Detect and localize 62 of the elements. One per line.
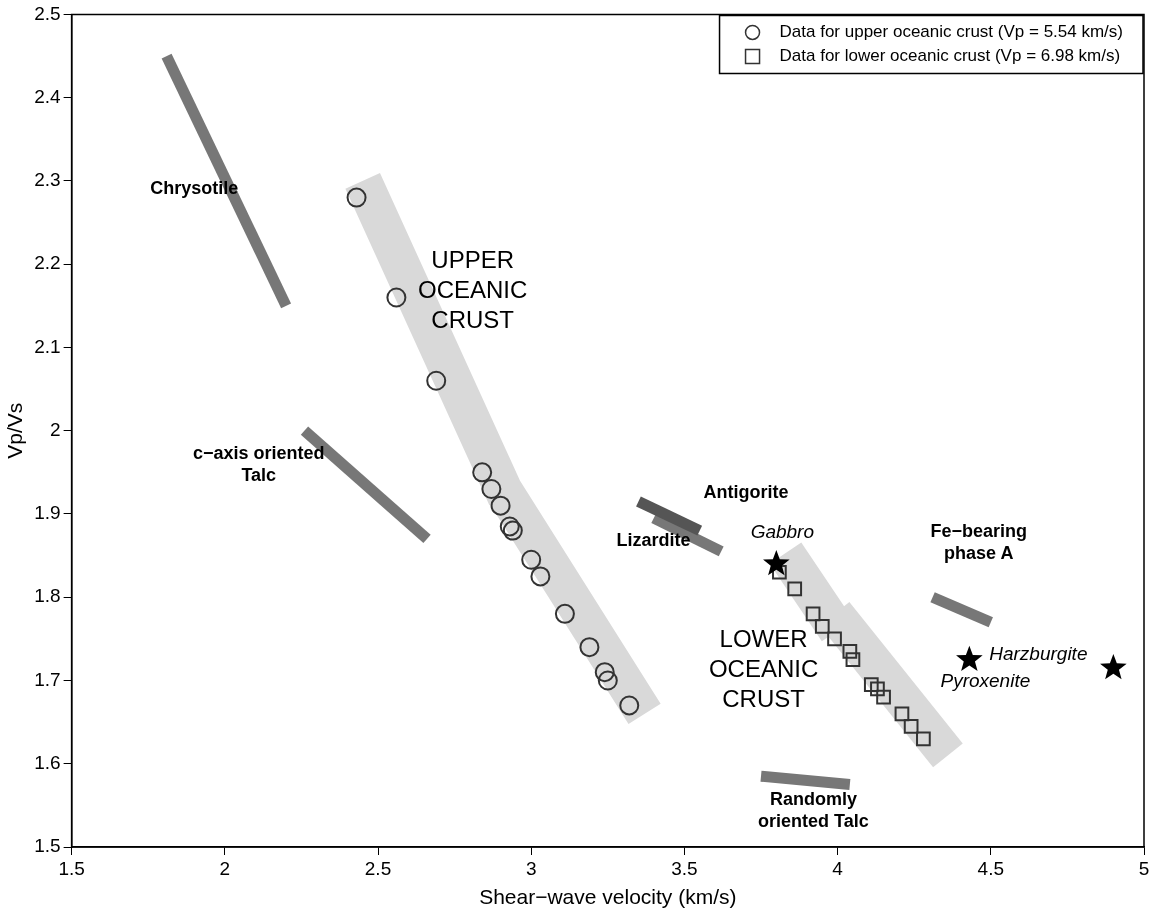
annotation: Fe−bearing phase A xyxy=(930,520,1027,563)
point xyxy=(594,662,615,683)
annotation: LOWER OCEANIC CRUST xyxy=(708,625,819,713)
point xyxy=(827,631,842,647)
y-tick-label: 2.5 xyxy=(34,2,61,24)
point xyxy=(805,606,821,622)
x-axis-title: Shear−wave velocity (km/s) xyxy=(479,885,737,909)
annotation: Lizardite xyxy=(616,529,691,550)
annotation: Chrysotile xyxy=(150,177,239,198)
annotation: Pyroxenite xyxy=(940,669,1031,691)
point xyxy=(842,643,858,659)
annotation: Gabbro xyxy=(750,521,815,543)
y-tick-label: 1.5 xyxy=(34,835,61,857)
annotation: c−axis oriented Talc xyxy=(192,442,325,485)
point xyxy=(787,581,803,597)
point xyxy=(863,677,879,693)
point xyxy=(870,681,885,697)
point xyxy=(579,637,600,658)
point xyxy=(530,566,551,587)
x-tick-label: 1.5 xyxy=(58,857,85,879)
point xyxy=(472,462,493,483)
point xyxy=(481,478,502,499)
annotation: Antigorite xyxy=(703,482,789,503)
y-tick-label: 2.4 xyxy=(34,85,62,107)
point xyxy=(763,549,790,576)
point xyxy=(814,619,830,634)
point xyxy=(876,689,891,705)
y-tick-label: 1.6 xyxy=(34,751,61,773)
point xyxy=(1100,653,1127,680)
point xyxy=(903,718,919,734)
y-tick-label: 2.3 xyxy=(34,169,61,191)
legend-label: Data for lower oceanic crust (Vp = 6.98 km/s) xyxy=(779,46,1121,66)
point xyxy=(894,706,910,722)
legend-label: Data for upper oceanic crust (Vp = 5.54 km/s) xyxy=(779,22,1124,42)
x-tick-label: 2.5 xyxy=(364,857,392,879)
annotation: UPPER OCEANIC CRUST xyxy=(418,245,528,333)
y-tick-label: 1.9 xyxy=(34,502,61,524)
x-tick-label: 2 xyxy=(219,857,231,879)
point xyxy=(916,731,931,747)
point xyxy=(619,695,640,716)
x-tick-label: 4.5 xyxy=(977,857,1005,879)
annotation: Randomly oriented Talc xyxy=(758,789,869,832)
annotation: Harzburgite xyxy=(989,643,1088,665)
point xyxy=(426,370,447,391)
x-tick-label: 3 xyxy=(525,857,537,879)
x-tick-label: 3.5 xyxy=(671,857,698,879)
point xyxy=(956,645,983,671)
point xyxy=(554,603,575,624)
y-tick-label: 1.8 xyxy=(34,585,61,607)
point xyxy=(346,187,367,208)
x-tick-label: 4 xyxy=(832,857,844,879)
point xyxy=(597,670,618,691)
y-tick-label: 2.1 xyxy=(34,335,61,357)
y-tick-label: 1.7 xyxy=(34,668,61,690)
point xyxy=(386,287,407,308)
point xyxy=(845,652,861,668)
point xyxy=(490,495,511,516)
y-tick-label: 2 xyxy=(50,418,61,440)
y-tick-label: 2.2 xyxy=(34,252,61,274)
point xyxy=(521,549,542,570)
x-tick-label: 5 xyxy=(1138,857,1150,879)
y-axis-title: Vp/Vs xyxy=(3,402,27,459)
